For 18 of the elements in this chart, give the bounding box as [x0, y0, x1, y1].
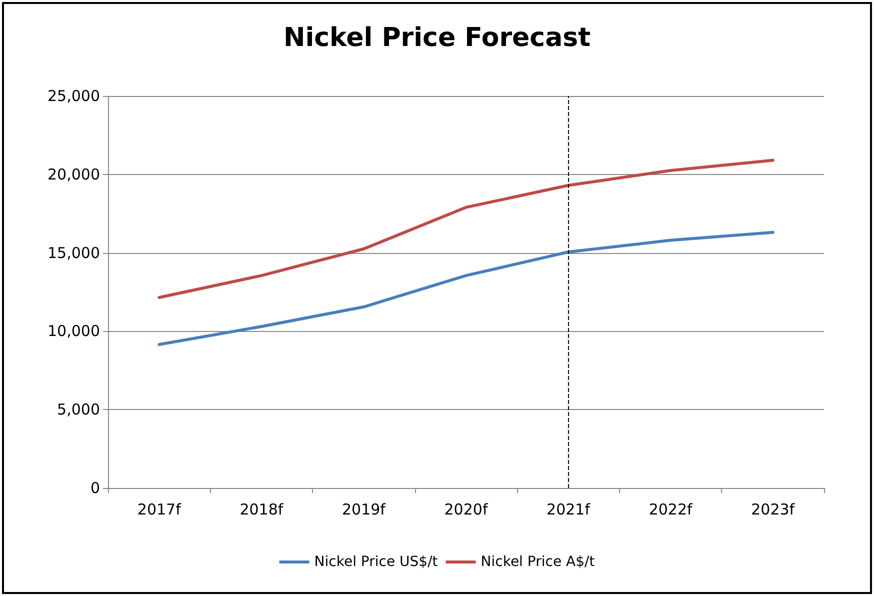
y-tick-label: 25,000: [48, 87, 100, 105]
legend-label: Nickel Price US$/t: [314, 554, 438, 570]
y-tick-label: 10,000: [48, 322, 100, 340]
x-tick-label: 2022f: [648, 500, 694, 518]
x-tick-label: 2018f: [240, 500, 284, 518]
line-series: [158, 158, 774, 299]
y-tick-label: 0: [90, 479, 100, 497]
x-tick-label: 2017f: [137, 500, 182, 518]
chart-title: Nickel Price Forecast: [283, 23, 591, 53]
x-tick-label: 2020f: [444, 500, 488, 518]
line-series: [158, 230, 774, 346]
x-tick-label: 2023f: [751, 500, 796, 518]
x-tick-label: 2019f: [342, 500, 386, 518]
x-tick-label: 2021f: [546, 500, 591, 518]
y-tick-label: 20,000: [48, 165, 100, 184]
y-tick-label: 15,000: [48, 244, 100, 262]
legend-label: Nickel Price A$/t: [480, 554, 596, 570]
y-tick-label: 5,000: [57, 400, 100, 419]
